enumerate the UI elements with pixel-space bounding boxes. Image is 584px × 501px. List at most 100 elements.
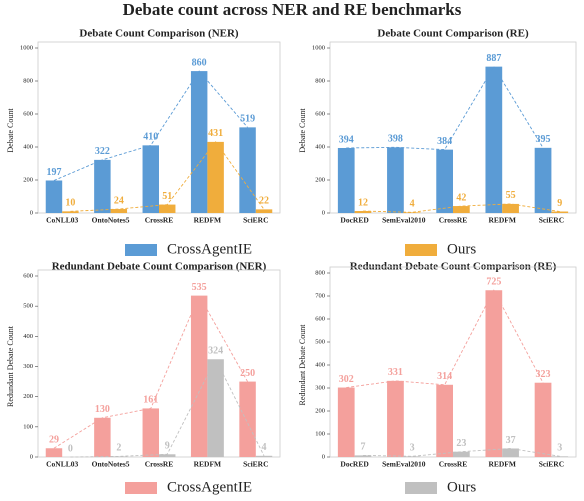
bar (485, 66, 503, 214)
legend-label: CrossAgentIE (167, 241, 252, 257)
data-label: 398 (388, 134, 403, 145)
data-label: 9 (165, 441, 170, 452)
x-tick-label: DocRED (340, 460, 369, 469)
bar (110, 456, 128, 457)
trend-line (346, 289, 544, 388)
bar (387, 147, 404, 213)
x-tick-label: CoNLL03 (46, 216, 78, 225)
trend-line (70, 358, 265, 458)
bar (337, 147, 355, 213)
y-tick-label: 400 (23, 333, 33, 340)
y-tick-label: 0 (30, 209, 33, 216)
trend-line (362, 203, 560, 213)
bar (453, 451, 470, 457)
y-tick-label: 1000 (20, 44, 33, 51)
data-label: 384 (437, 136, 452, 147)
y-tick-label: 200 (23, 176, 33, 183)
data-label: 431 (208, 128, 223, 139)
data-label: 394 (339, 134, 354, 145)
y-tick-label: 100 (315, 430, 325, 437)
data-label: 22 (259, 196, 269, 207)
data-label: 323 (536, 369, 551, 380)
bar (45, 180, 63, 213)
data-label: 324 (208, 346, 223, 357)
y-tick-label: 500 (23, 303, 33, 310)
bar (207, 359, 224, 457)
x-tick-label: DocRED (340, 216, 369, 225)
bar (485, 290, 503, 457)
y-tick-label: 300 (315, 384, 325, 391)
bar (159, 454, 176, 457)
x-tick-label: CrossRE (145, 460, 174, 469)
data-label: 331 (388, 367, 403, 378)
subplot-title: Redundant Debate Count Comparison (NER) (52, 261, 267, 273)
data-label: 161 (143, 395, 158, 406)
y-tick-label: 500 (315, 338, 325, 345)
x-tick-label: SciERC (243, 460, 268, 469)
y-tick-label: 800 (315, 77, 325, 84)
trend-line (53, 70, 248, 181)
trend-line (70, 141, 265, 212)
legend-label: Ours (447, 479, 476, 495)
bar (62, 211, 79, 213)
bar (255, 455, 273, 457)
bar (94, 159, 111, 213)
data-label: 10 (65, 198, 75, 209)
legend-swatch (125, 482, 157, 494)
subplot-title: Debate Count Comparison (RE) (377, 28, 529, 40)
bar (403, 456, 421, 457)
bar (190, 71, 208, 213)
bar (142, 408, 159, 457)
y-tick-label: 200 (23, 393, 33, 400)
bar (354, 211, 372, 213)
bar (94, 417, 111, 457)
subplot-title: Redundant Debate Count Comparison (RE) (350, 261, 557, 273)
data-label: 4 (410, 199, 415, 210)
y-tick-label: 800 (23, 77, 33, 84)
data-label: 51 (162, 191, 172, 202)
data-label: 29 (49, 435, 59, 446)
bar (551, 211, 569, 213)
bar (436, 384, 453, 457)
data-label: 250 (240, 368, 255, 379)
y-tick-label: 200 (315, 407, 325, 414)
bar (337, 387, 355, 457)
trend-line (362, 448, 560, 457)
y-tick-label: 0 (30, 453, 33, 460)
bar (159, 204, 176, 213)
y-tick-label: 600 (315, 110, 325, 117)
data-label: 887 (486, 53, 501, 64)
data-label: 314 (437, 371, 452, 382)
y-tick-label: 600 (23, 110, 33, 117)
x-tick-label: OntoNotes5 (92, 216, 130, 225)
x-tick-label: CoNLL03 (46, 460, 78, 469)
data-label: 322 (95, 146, 110, 157)
y-axis-label: Redundant Debate Count (298, 324, 307, 406)
data-label: 535 (192, 282, 207, 293)
data-label: 12 (358, 197, 368, 208)
subplot-title: Debate Count Comparison (NER) (79, 28, 239, 40)
bar (354, 455, 372, 457)
y-axis-label: Redundant Debate Count (6, 325, 15, 407)
data-label: 9 (557, 198, 562, 209)
bar (207, 141, 224, 213)
data-label: 2 (116, 443, 121, 454)
data-label: 197 (46, 167, 61, 178)
bar (403, 212, 421, 213)
y-tick-label: 400 (315, 143, 325, 150)
x-tick-label: CrossRE (439, 460, 468, 469)
data-label: 3 (410, 443, 415, 454)
bar (534, 147, 552, 213)
data-label: 23 (456, 438, 466, 449)
bar (190, 295, 208, 457)
x-tick-label: CrossRE (145, 216, 174, 225)
x-tick-label: SciERC (539, 460, 564, 469)
x-tick-label: SemEval2010 (382, 216, 426, 225)
y-tick-label: 600 (23, 272, 33, 279)
bar (502, 448, 519, 457)
bar (436, 149, 453, 213)
bar (239, 127, 256, 213)
x-tick-label: REDFM (488, 216, 516, 225)
data-label: 55 (506, 190, 516, 201)
